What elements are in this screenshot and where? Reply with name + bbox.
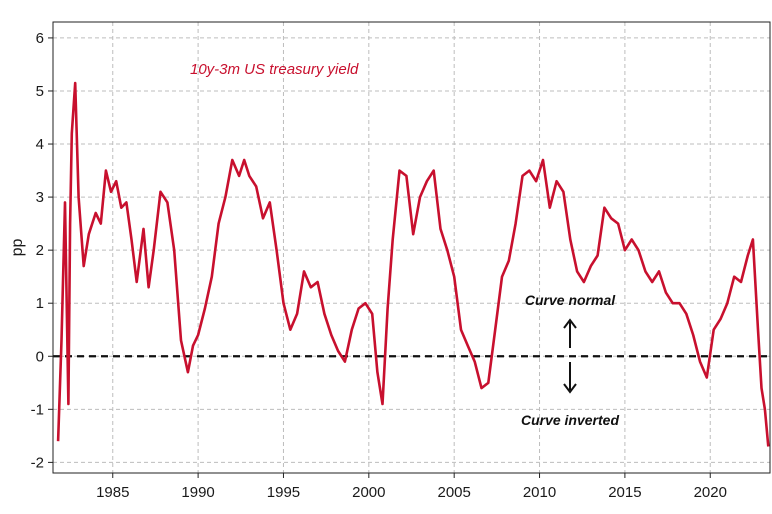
y-axis-label: pp bbox=[9, 239, 26, 257]
plot-frame bbox=[52, 21, 771, 474]
tick-labels: -2 -1 0 1 2 3 4 5 6 1985 1990 1995 2000 2005 2010 2015 2… bbox=[31, 30, 727, 501]
x-tick-label: 2020 bbox=[694, 484, 727, 501]
y-tick-label: -2 bbox=[31, 454, 44, 471]
x-tick-label: 2000 bbox=[352, 484, 385, 501]
x-tick-label: 1995 bbox=[267, 484, 300, 501]
gridlines bbox=[53, 22, 770, 473]
y-tick-label: 2 bbox=[36, 242, 44, 259]
x-tick-label: 1985 bbox=[96, 484, 129, 501]
y-tick-label: 5 bbox=[36, 83, 44, 100]
arrow-down-icon bbox=[563, 362, 577, 394]
series-label: 10y-3m US treasury yield bbox=[190, 61, 359, 78]
x-tick-label: 2015 bbox=[608, 484, 641, 501]
x-tick-label: 1990 bbox=[181, 484, 214, 501]
curve-normal-label: Curve normal bbox=[525, 292, 616, 308]
y-tick-label: 3 bbox=[36, 189, 44, 206]
x-tick-label: 2010 bbox=[523, 484, 556, 501]
arrow-up-icon bbox=[563, 318, 577, 348]
curve-inverted-label: Curve inverted bbox=[521, 412, 619, 428]
y-tick-label: 4 bbox=[36, 136, 44, 153]
series-layer bbox=[56, 81, 770, 447]
x-tick-label: 2005 bbox=[437, 484, 470, 501]
series-line bbox=[56, 81, 770, 447]
y-tick-label: 1 bbox=[36, 295, 44, 312]
y-tick-label: -1 bbox=[31, 401, 44, 418]
y-tick-label: 6 bbox=[36, 30, 44, 47]
y-tick-label: 0 bbox=[36, 348, 44, 365]
